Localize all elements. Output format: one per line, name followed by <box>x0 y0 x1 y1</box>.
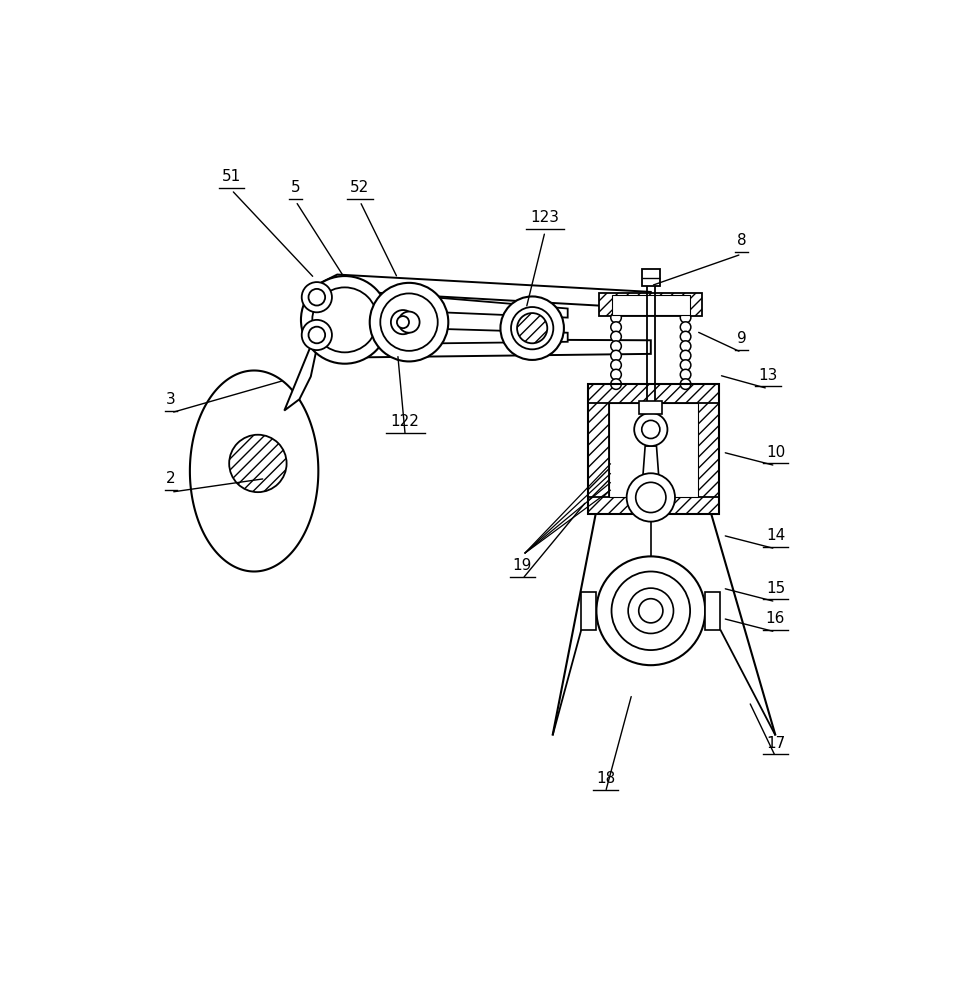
Text: 8: 8 <box>737 233 746 248</box>
Circle shape <box>610 379 621 389</box>
Bar <box>705 592 721 630</box>
Polygon shape <box>315 287 567 318</box>
Text: 19: 19 <box>513 558 532 573</box>
Bar <box>698 384 719 514</box>
Text: 17: 17 <box>766 736 785 751</box>
Text: 2: 2 <box>166 471 175 486</box>
Circle shape <box>610 312 621 323</box>
Text: 14: 14 <box>766 528 785 543</box>
Circle shape <box>511 307 554 349</box>
Circle shape <box>681 360 691 370</box>
Circle shape <box>312 287 377 352</box>
Circle shape <box>681 379 691 389</box>
Circle shape <box>308 327 325 343</box>
Circle shape <box>610 360 621 370</box>
Bar <box>588 384 719 403</box>
Polygon shape <box>285 312 330 411</box>
Circle shape <box>301 282 332 312</box>
Circle shape <box>301 276 389 364</box>
Circle shape <box>642 420 660 439</box>
Circle shape <box>610 350 621 361</box>
Bar <box>609 403 698 497</box>
Circle shape <box>681 322 691 332</box>
Text: 16: 16 <box>765 611 785 626</box>
Text: 15: 15 <box>766 581 785 596</box>
Polygon shape <box>315 325 567 345</box>
Circle shape <box>597 556 705 665</box>
Text: 5: 5 <box>291 180 300 195</box>
Text: 52: 52 <box>350 180 370 195</box>
Circle shape <box>380 293 438 351</box>
Bar <box>588 497 719 514</box>
Circle shape <box>610 322 621 332</box>
Circle shape <box>370 283 448 361</box>
Circle shape <box>500 296 564 360</box>
Bar <box>600 293 702 316</box>
Circle shape <box>639 599 663 623</box>
Circle shape <box>627 473 675 522</box>
Circle shape <box>301 320 332 350</box>
Bar <box>588 384 609 514</box>
Circle shape <box>681 369 691 380</box>
Circle shape <box>308 289 325 306</box>
Text: 13: 13 <box>759 368 778 383</box>
Text: 51: 51 <box>222 169 241 184</box>
Circle shape <box>611 571 690 650</box>
Bar <box>640 401 662 414</box>
Bar <box>581 592 597 630</box>
Circle shape <box>636 482 666 513</box>
Circle shape <box>681 341 691 351</box>
Circle shape <box>628 588 674 633</box>
Polygon shape <box>190 371 318 571</box>
Circle shape <box>610 369 621 380</box>
Text: 10: 10 <box>766 445 785 460</box>
Circle shape <box>399 312 419 333</box>
Bar <box>642 269 660 286</box>
Text: 3: 3 <box>166 392 175 407</box>
Text: 18: 18 <box>596 771 615 786</box>
Circle shape <box>681 331 691 342</box>
Circle shape <box>517 313 547 343</box>
Circle shape <box>229 435 287 492</box>
Polygon shape <box>315 275 651 309</box>
Text: 123: 123 <box>530 210 560 225</box>
Circle shape <box>397 316 410 328</box>
Polygon shape <box>643 446 659 476</box>
Bar <box>588 384 719 514</box>
Circle shape <box>610 341 621 351</box>
Bar <box>611 295 690 315</box>
Circle shape <box>391 310 415 334</box>
Circle shape <box>634 413 668 446</box>
Circle shape <box>681 350 691 361</box>
Text: 9: 9 <box>737 331 747 346</box>
Circle shape <box>610 331 621 342</box>
Text: 122: 122 <box>391 414 419 429</box>
Polygon shape <box>315 339 651 358</box>
Circle shape <box>681 312 691 323</box>
